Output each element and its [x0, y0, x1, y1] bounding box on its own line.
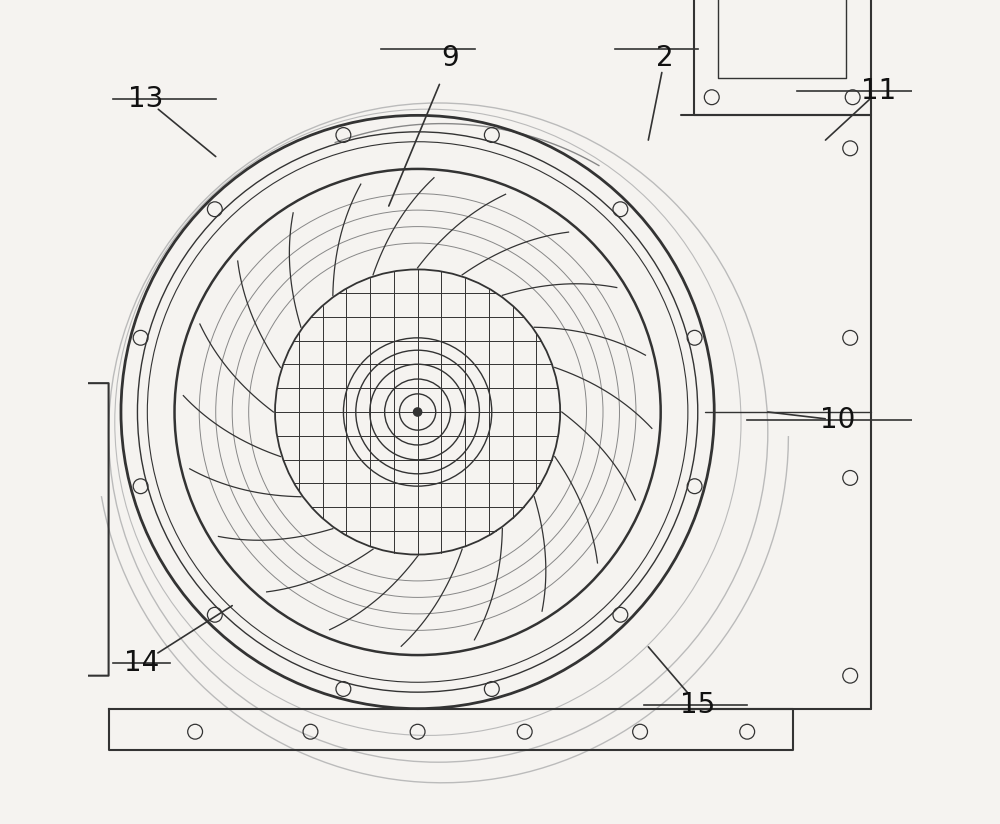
Text: 9: 9 [442, 44, 459, 72]
Circle shape [413, 408, 422, 416]
Text: 2: 2 [656, 44, 674, 72]
Text: 10: 10 [820, 406, 856, 434]
Text: 13: 13 [128, 85, 163, 113]
Text: 11: 11 [861, 77, 897, 105]
Text: 14: 14 [124, 649, 159, 677]
Text: 15: 15 [680, 691, 715, 719]
